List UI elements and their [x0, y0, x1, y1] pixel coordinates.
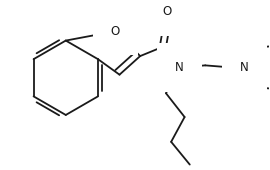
Text: O: O — [162, 5, 172, 18]
Text: N: N — [175, 61, 184, 74]
Text: O: O — [111, 25, 120, 38]
Text: N: N — [240, 61, 249, 74]
